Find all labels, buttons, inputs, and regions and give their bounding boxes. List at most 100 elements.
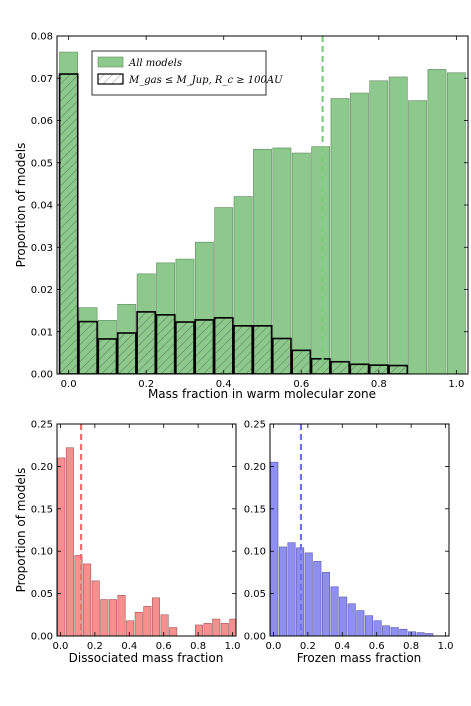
bar-15 bbox=[350, 92, 369, 374]
x-tick-label: 0.6 bbox=[156, 641, 172, 652]
bar-10 bbox=[143, 606, 152, 636]
legend-label-subset: M_gas ≤ M_Jup, R_c ≥ 100AU bbox=[128, 75, 283, 86]
x-tick-label: 1.0 bbox=[225, 641, 241, 652]
hatched-bar-1 bbox=[78, 320, 98, 374]
bar-13 bbox=[311, 146, 331, 374]
plot-frame bbox=[56, 423, 237, 637]
y-axis-ticks: 0.00 0.05 0.10 0.15 0.20 0.25 bbox=[244, 420, 449, 643]
bar-7 bbox=[117, 594, 126, 636]
x-tick-label: 0.2 bbox=[87, 641, 103, 652]
legend-swatch-all-models bbox=[97, 56, 124, 68]
bar-2 bbox=[287, 542, 296, 636]
y-tick-label: 0.01 bbox=[31, 327, 53, 338]
x-tick-label: 0.0 bbox=[265, 641, 281, 652]
hatched-bar-14 bbox=[330, 360, 350, 374]
hatched-bar-5 bbox=[155, 314, 176, 374]
x-axis-ticks: 0.0 0.2 0.4 0.6 0.8 1.0 bbox=[265, 424, 454, 652]
x-tick-label: 0.8 bbox=[371, 379, 387, 390]
bar-3 bbox=[296, 547, 305, 636]
y-tick-label: 0.07 bbox=[31, 74, 53, 85]
x-tick-label: 1.0 bbox=[448, 379, 464, 390]
hatched-bar-7 bbox=[194, 319, 215, 374]
bar-16 bbox=[407, 631, 416, 636]
bar-5 bbox=[100, 599, 109, 636]
subset-hatched-bars bbox=[58, 73, 409, 374]
bar-18 bbox=[408, 100, 427, 374]
bar-16 bbox=[369, 80, 389, 374]
dissociated-bars bbox=[57, 447, 236, 636]
y-tick-label: 0.20 bbox=[31, 462, 53, 473]
bar-12 bbox=[291, 152, 311, 374]
bar-4 bbox=[304, 552, 313, 636]
bar-4 bbox=[91, 580, 100, 636]
x-tick-label: 0.0 bbox=[52, 641, 68, 652]
y-tick-label: 0.00 bbox=[31, 632, 53, 643]
bar-17 bbox=[416, 632, 425, 636]
bar-1 bbox=[65, 447, 74, 636]
bar-0 bbox=[57, 457, 66, 636]
hatched-bar-2 bbox=[97, 338, 118, 374]
hatched-bar-8 bbox=[213, 317, 234, 374]
y-axis-label: Proportion of models bbox=[14, 143, 28, 268]
bar-2 bbox=[74, 555, 83, 636]
hatched-bar-17 bbox=[388, 364, 409, 374]
hatched-bar-13 bbox=[310, 357, 331, 374]
x-axis-ticks: 0.0 0.2 0.4 0.6 0.8 1.0 bbox=[61, 36, 464, 390]
y-tick-label: 0.02 bbox=[31, 285, 53, 296]
bar-12 bbox=[160, 614, 169, 636]
hatched-bar-9 bbox=[233, 325, 254, 374]
hatched-bar-3 bbox=[116, 332, 137, 374]
x-tick-label: 0.6 bbox=[293, 379, 309, 390]
bar-18 bbox=[212, 618, 221, 636]
bar-9 bbox=[134, 611, 143, 636]
bar-12 bbox=[373, 620, 382, 636]
frozen-bars bbox=[270, 461, 434, 636]
x-tick-label: 0.2 bbox=[300, 641, 316, 652]
y-tick-label: 0.10 bbox=[244, 547, 266, 558]
hatched-bar-10 bbox=[252, 325, 273, 374]
bar-6 bbox=[321, 572, 330, 636]
y-tick-label: 0.25 bbox=[31, 420, 53, 431]
bar-10 bbox=[356, 610, 365, 636]
x-tick-label: 0.8 bbox=[190, 641, 206, 652]
bar-6 bbox=[108, 599, 117, 636]
y-tick-label: 0.05 bbox=[244, 589, 266, 600]
y-tick-label: 0.00 bbox=[244, 632, 266, 643]
frozen-histogram: 0.0 0.2 0.4 0.6 0.8 1.0 0.000.050.100.150.200… bbox=[244, 420, 454, 666]
bar-13 bbox=[169, 627, 178, 636]
hatched-bar-16 bbox=[368, 364, 389, 374]
bar-3 bbox=[83, 563, 92, 636]
y-tick-label: 0.05 bbox=[31, 158, 53, 169]
bar-14 bbox=[390, 627, 399, 636]
x-tick-label: 0.6 bbox=[369, 641, 385, 652]
y-tick-label: 0.04 bbox=[31, 201, 53, 212]
y-tick-label: 0.15 bbox=[31, 504, 53, 515]
bar-17 bbox=[203, 622, 212, 636]
x-tick-label: 0.0 bbox=[61, 379, 77, 390]
bar-5 bbox=[313, 561, 322, 636]
bar-11 bbox=[364, 615, 373, 636]
x-tick-label: 0.4 bbox=[216, 379, 232, 390]
bar-0 bbox=[270, 461, 279, 636]
bar-17 bbox=[388, 76, 408, 374]
dissociated-histogram: 0.0 0.2 0.4 0.6 0.8 1.0 0.000.050.100.150.200… bbox=[14, 420, 241, 666]
legend: All models M_gas ≤ M_Jup, R_c ≥ 100AU bbox=[91, 50, 283, 96]
x-tick-label: 0.8 bbox=[403, 641, 419, 652]
x-tick-label: 0.4 bbox=[121, 641, 137, 652]
hatched-bar-4 bbox=[136, 311, 157, 374]
y-tick-label: 0.10 bbox=[31, 547, 53, 558]
bar-10 bbox=[253, 148, 272, 374]
x-axis-label: Mass fraction in warm molecular zone bbox=[148, 387, 376, 401]
x-axis-label: Frozen mass fraction bbox=[297, 651, 422, 665]
bar-14 bbox=[330, 98, 350, 374]
y-tick-label: 0.20 bbox=[244, 462, 266, 473]
bar-11 bbox=[151, 597, 160, 636]
bar-20 bbox=[446, 72, 466, 374]
x-axis-label: Dissociated mass fraction bbox=[69, 651, 224, 665]
y-tick-label: 0.06 bbox=[31, 116, 53, 127]
y-tick-label: 0.15 bbox=[244, 504, 266, 515]
legend-swatch-subset bbox=[97, 73, 124, 85]
hatched-bar-6 bbox=[175, 321, 195, 374]
legend-label-all-models: All models bbox=[128, 58, 182, 69]
bar-7 bbox=[330, 586, 339, 636]
